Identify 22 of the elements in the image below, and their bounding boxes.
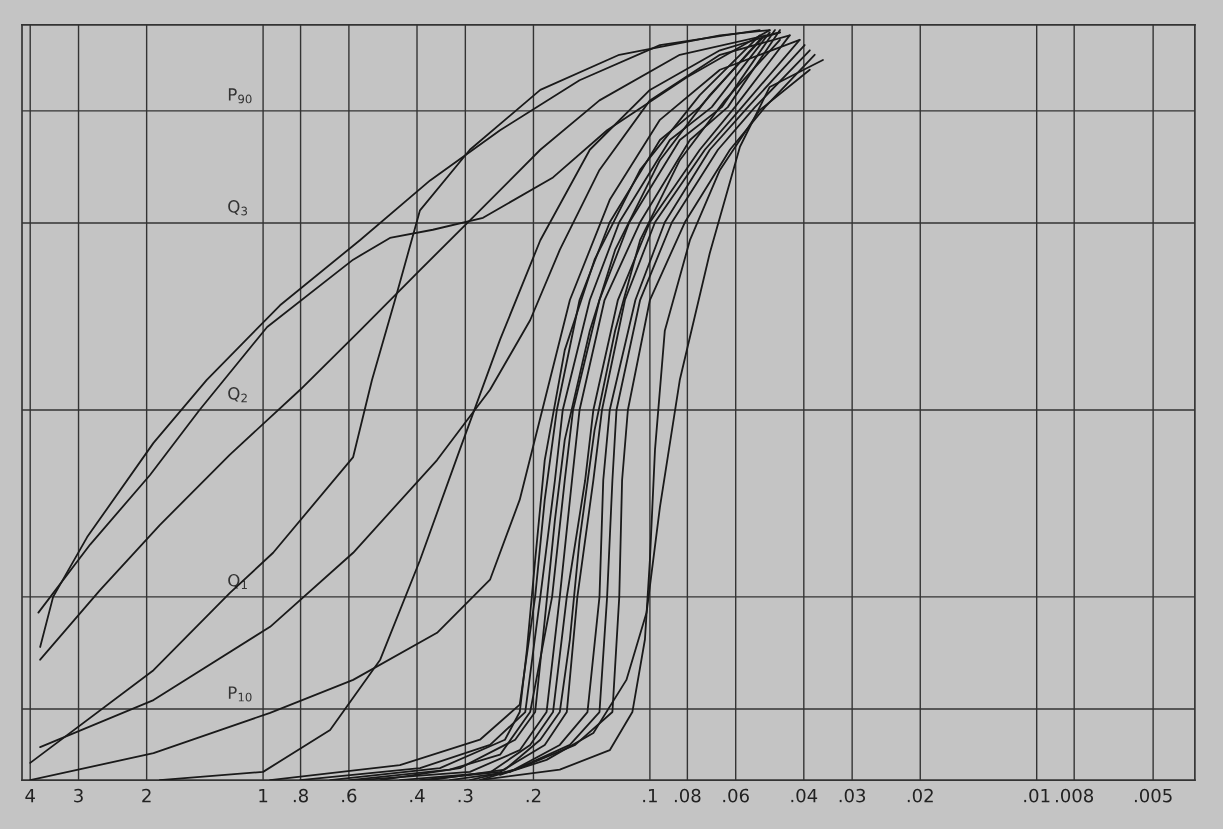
x-tick-label: 3: [74, 788, 83, 803]
ref-line-label: Q$_{2}$: [228, 387, 247, 403]
ref-line-label: Q$_{3}$: [228, 200, 248, 216]
x-tick-label: .08: [674, 788, 701, 803]
x-tick-label: .8: [293, 788, 308, 803]
x-tick-label: .6: [342, 788, 357, 803]
x-tick-label: 2: [142, 788, 151, 803]
x-tick-label: .1: [643, 788, 657, 803]
x-tick-label: .4: [410, 788, 425, 803]
x-tick-label: 4: [25, 788, 35, 803]
x-tick-label: .005: [1134, 788, 1172, 803]
x-tick-label: .01: [1024, 788, 1050, 803]
ref-line-label: P$_{90}$: [228, 88, 252, 104]
x-tick-label: 1: [259, 788, 268, 803]
x-tick-label: .008: [1056, 788, 1094, 803]
ref-line-label: P$_{10}$: [228, 686, 252, 702]
x-tick-label: .02: [907, 788, 933, 803]
x-tick-label: .04: [791, 788, 818, 803]
x-tick-label: .06: [723, 788, 749, 803]
x-tick-label: .03: [839, 788, 866, 803]
x-tick-label: .3: [458, 788, 473, 803]
x-tick-label: .2: [526, 788, 541, 803]
